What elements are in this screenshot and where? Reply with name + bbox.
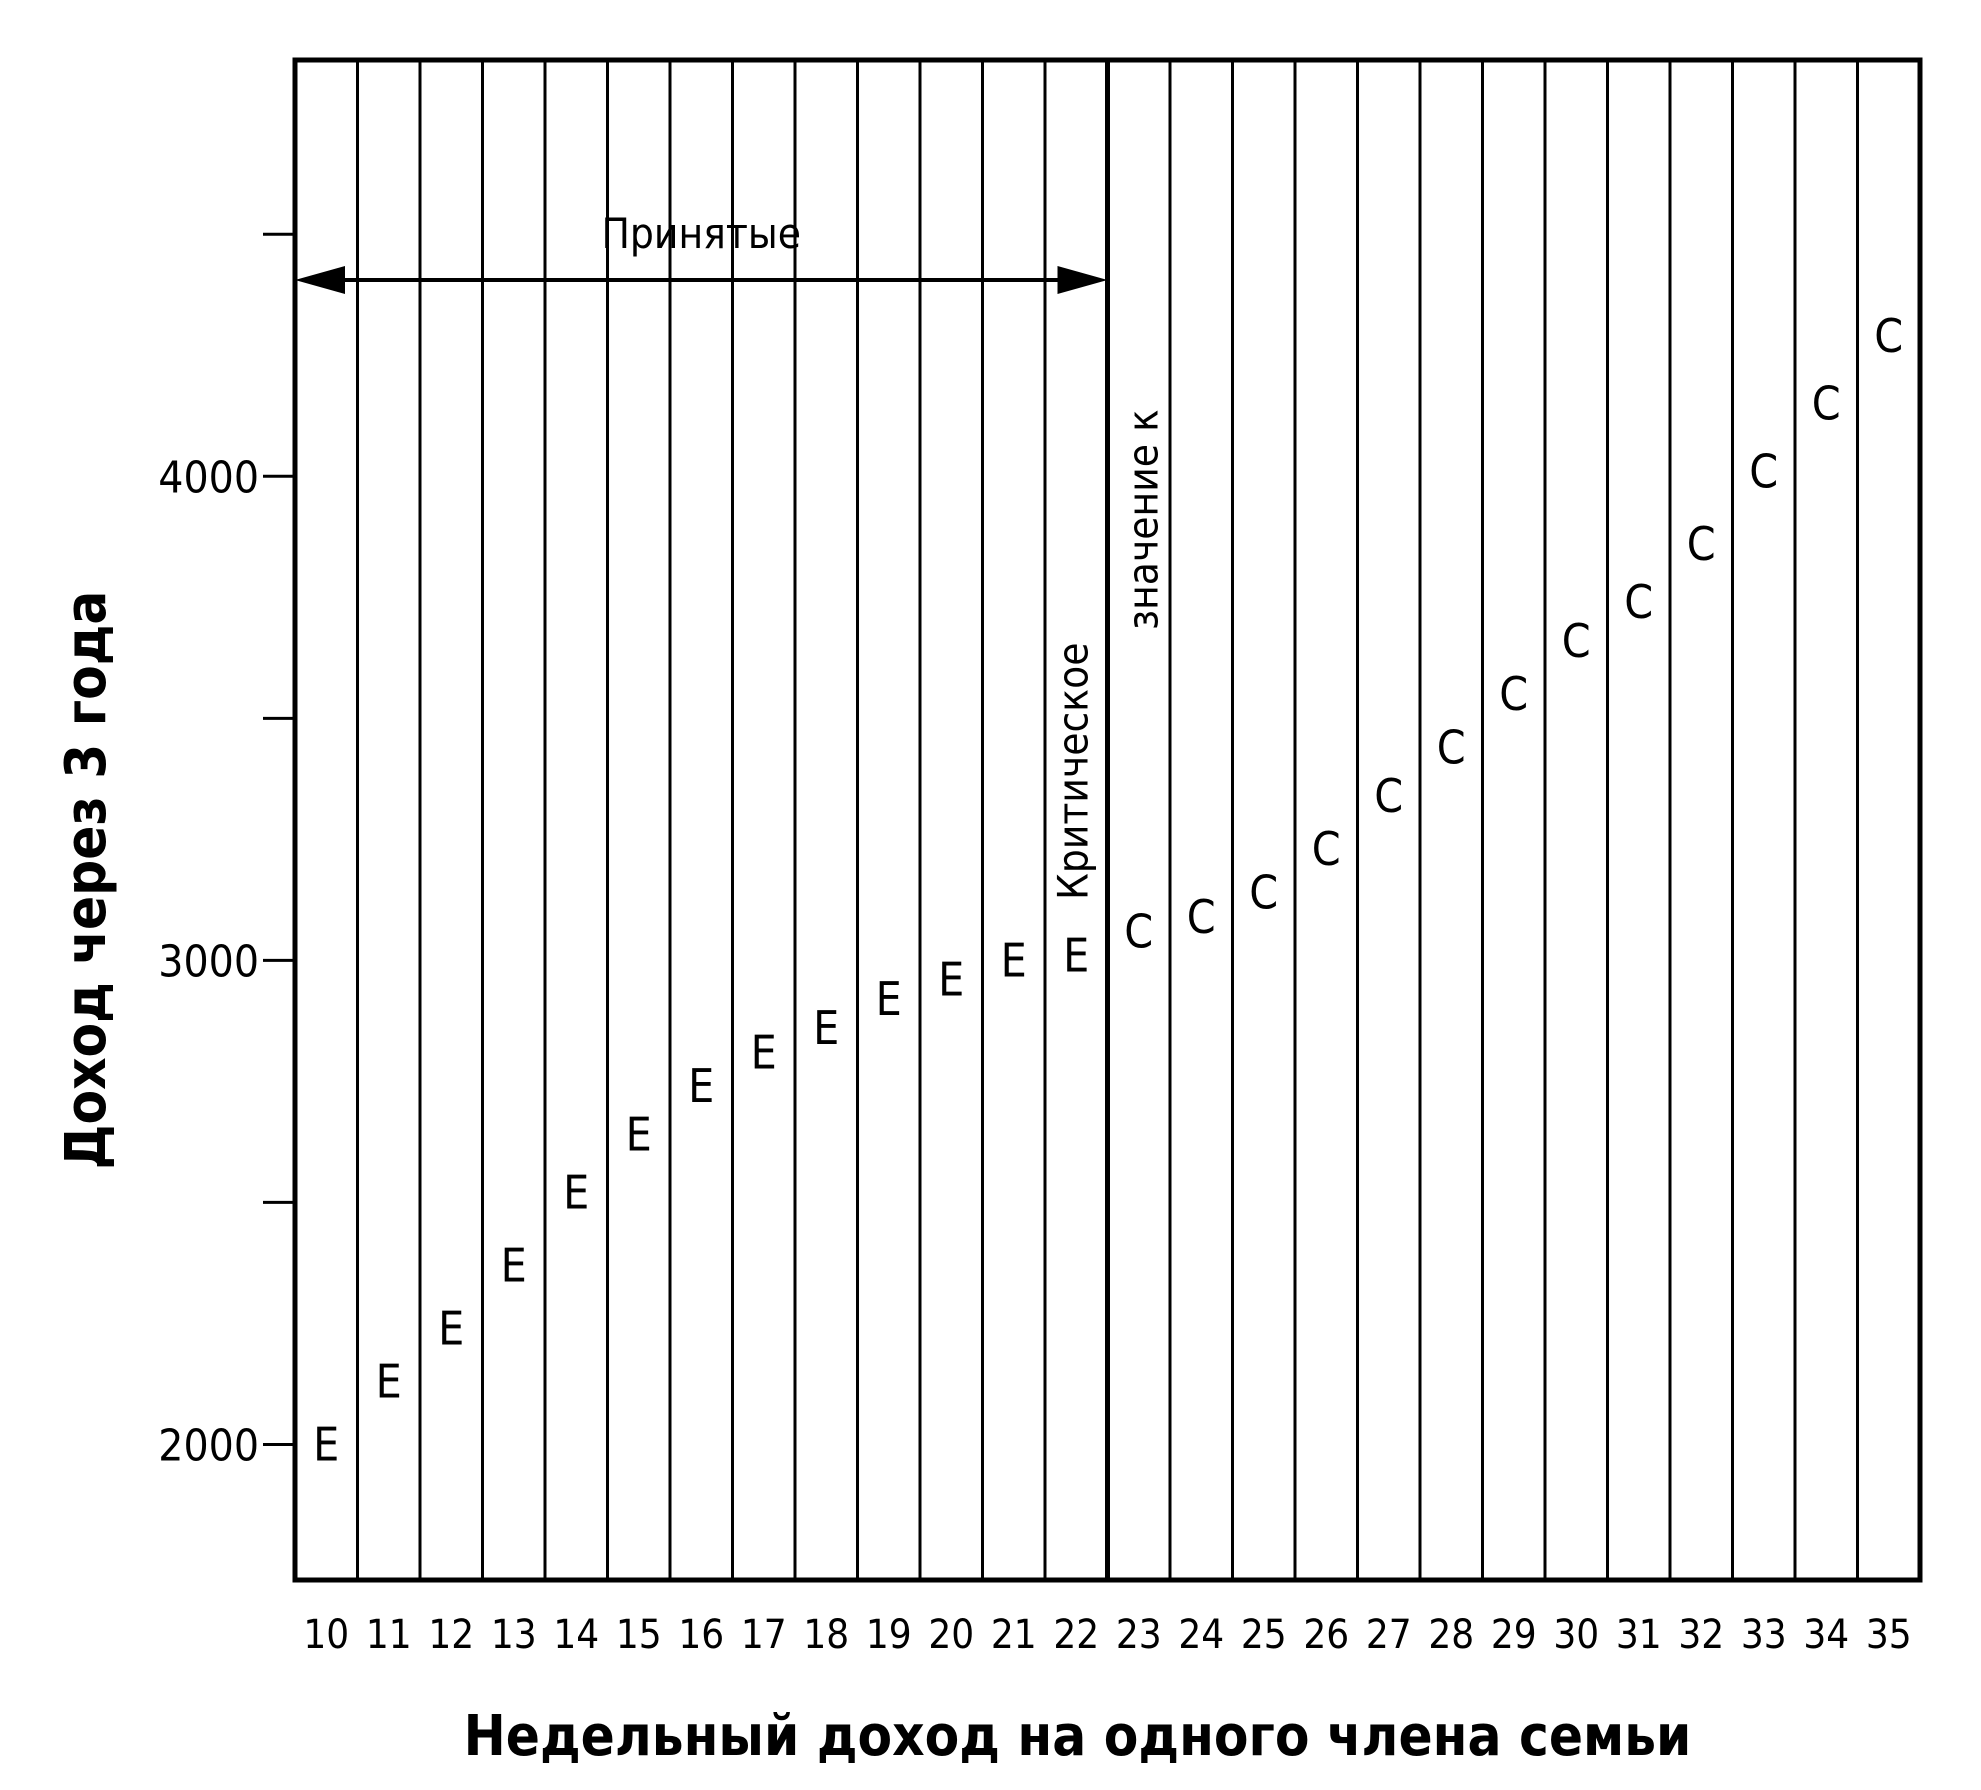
x-tick-label: 32 [1678, 1612, 1724, 1658]
x-tick-label: 25 [1241, 1612, 1287, 1658]
x-tick-label: 18 [803, 1612, 849, 1658]
data-point-E: E [876, 972, 902, 1026]
critical-label-line2: значение κ [1119, 410, 1168, 630]
data-point-C: C [1624, 575, 1653, 629]
accepted-arrow-left-head [295, 266, 345, 294]
data-point-E: E [501, 1238, 527, 1292]
x-axis-tick-labels: 10 11 12 13 14 15 16 17 18 19 20 21 22 23 24 25 26 27 28 29… [303, 1612, 1911, 1658]
y-tick-label: 3000 [158, 936, 259, 987]
x-tick-label: 24 [1178, 1612, 1224, 1658]
x-tick-label: 22 [1053, 1612, 1099, 1658]
data-point-C: C [1687, 517, 1716, 571]
x-tick-label: 23 [1116, 1612, 1162, 1658]
x-tick-label: 30 [1553, 1612, 1599, 1658]
data-point-C: C [1124, 904, 1153, 958]
y-axis-title: Доход через 3 года [54, 591, 119, 1170]
data-point-C: C [1249, 866, 1278, 920]
data-point-C: C [1187, 890, 1216, 944]
data-point-E: E [626, 1108, 652, 1162]
x-tick-label: 27 [1366, 1612, 1412, 1658]
data-point-E: E [376, 1355, 402, 1409]
x-tick-label: 19 [866, 1612, 912, 1658]
data-point-C: C [1749, 444, 1778, 498]
x-tick-label: 33 [1741, 1612, 1787, 1658]
data-point-C: C [1312, 822, 1341, 876]
x-tick-label: 31 [1616, 1612, 1662, 1658]
data-point-E: E [1063, 929, 1089, 983]
data-point-E: E [688, 1059, 714, 1113]
x-tick-label: 29 [1491, 1612, 1537, 1658]
data-point-E: E [1001, 933, 1027, 987]
accepted-arrow-right-head [1057, 266, 1108, 294]
data-point-E: E [751, 1025, 777, 1079]
x-tick-label: 20 [928, 1612, 974, 1658]
data-point-E: E [938, 953, 964, 1007]
data-point-C: C [1874, 309, 1903, 363]
data-point-C: C [1562, 614, 1591, 668]
x-tick-label: 11 [366, 1612, 412, 1658]
data-point-C: C [1374, 769, 1403, 823]
x-tick-label: 17 [741, 1612, 787, 1658]
x-tick-label: 14 [553, 1612, 599, 1658]
data-point-E: E [563, 1166, 589, 1220]
y-axis-ticks: 2000 3000 4000 [158, 232, 295, 1471]
x-tick-label: 21 [991, 1612, 1037, 1658]
x-axis-title: Недельный доход на одного члена семьи [464, 1704, 1692, 1769]
x-tick-label: 34 [1803, 1612, 1849, 1658]
accepted-range-annotation: Принятые [295, 209, 1108, 294]
data-point-E: E [813, 1001, 839, 1055]
y-tick-label: 2000 [158, 1420, 259, 1471]
x-tick-label: 35 [1866, 1612, 1912, 1658]
x-tick-label: 15 [616, 1612, 662, 1658]
x-tick-label: 16 [678, 1612, 724, 1658]
data-point-C: C [1812, 377, 1841, 431]
x-tick-label: 26 [1303, 1612, 1349, 1658]
x-tick-label: 10 [303, 1612, 349, 1658]
x-tick-label: 12 [428, 1612, 474, 1658]
data-point-C: C [1437, 720, 1466, 774]
y-tick-label: 4000 [158, 452, 259, 503]
x-tick-label: 28 [1428, 1612, 1474, 1658]
data-point-E: E [313, 1417, 339, 1471]
data-point-E: E [438, 1301, 464, 1355]
data-point-C: C [1499, 667, 1528, 721]
accepted-label: Принятые [602, 209, 802, 258]
critical-label-line1: Критическое [1049, 643, 1098, 900]
x-tick-label: 13 [491, 1612, 537, 1658]
